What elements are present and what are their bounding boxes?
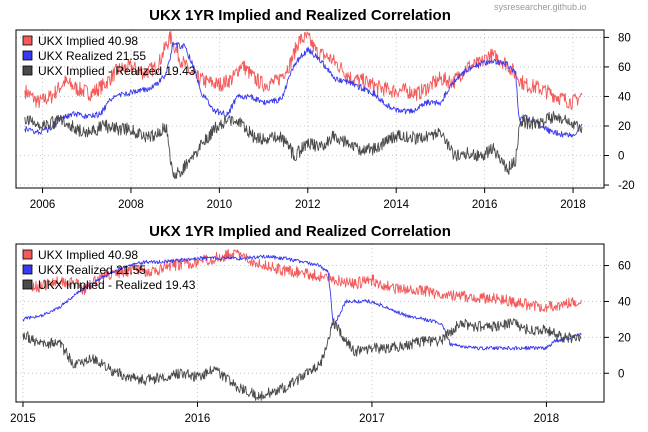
legend-label-spread: UKX Implied - Realized 19.43 xyxy=(38,64,196,78)
legend-swatch-realized xyxy=(22,50,33,61)
y-tick-label: 20 xyxy=(618,332,631,344)
y-tick-label: 60 xyxy=(618,261,631,273)
x-tick-label: 2008 xyxy=(118,199,144,211)
legend-swatch-implied xyxy=(22,249,33,260)
x-tick-label: 2018 xyxy=(560,199,586,211)
x-tick-label: 2017 xyxy=(359,413,385,425)
y-tick-label: 60 xyxy=(618,62,631,74)
y-tick-label: -20 xyxy=(618,180,635,192)
series-line-spread xyxy=(22,318,582,401)
x-tick-label: 2006 xyxy=(30,199,56,211)
x-tick-label: 2012 xyxy=(295,199,321,211)
lower-chart-title: UKX 1YR Implied and Realized Correlation xyxy=(149,223,451,240)
series-line-implied xyxy=(22,248,582,313)
x-tick-label: 2010 xyxy=(207,199,233,211)
legend-label-implied: UKX Implied 40.98 xyxy=(38,248,138,262)
y-tick-label: 40 xyxy=(618,296,631,308)
upper-plot-frame xyxy=(15,29,605,189)
series-line-implied xyxy=(24,30,583,110)
legend-swatch-implied xyxy=(22,35,33,46)
y-tick-label: 20 xyxy=(618,121,631,133)
legend-swatch-spread xyxy=(22,279,33,290)
series-line-realized xyxy=(24,42,583,138)
legend-swatch-spread xyxy=(22,65,33,76)
y-tick-label: 0 xyxy=(618,368,624,380)
legend-label-spread: UKX Implied - Realized 19.43 xyxy=(38,278,196,292)
x-tick-label: 2014 xyxy=(383,199,409,211)
legend-label-realized: UKX Realized 21.55 xyxy=(38,49,146,63)
series-line-spread xyxy=(24,111,583,180)
upper-chart-title: UKX 1YR Implied and Realized Correlation xyxy=(149,7,451,24)
y-tick-label: 0 xyxy=(618,151,624,163)
lower-plot-frame xyxy=(15,243,605,403)
y-tick-label: 40 xyxy=(618,91,631,103)
legend-label-realized: UKX Realized 21.55 xyxy=(38,263,146,277)
x-tick-label: 2016 xyxy=(472,199,498,211)
x-tick-label: 2018 xyxy=(534,413,560,425)
x-tick-label: 2015 xyxy=(10,413,36,425)
lower-chart-panel: UKX 1YR Implied and Realized Correlation… xyxy=(10,223,631,425)
legend-swatch-realized xyxy=(22,264,33,275)
y-tick-label: 80 xyxy=(618,32,631,44)
series-line-realized xyxy=(22,254,582,351)
upper-chart-panel: UKX 1YR Implied and Realized Correlation… xyxy=(15,7,635,211)
x-tick-label: 2016 xyxy=(185,413,211,425)
watermark: sysresearcher.github.io xyxy=(494,2,587,12)
legend-label-implied: UKX Implied 40.98 xyxy=(38,34,138,48)
